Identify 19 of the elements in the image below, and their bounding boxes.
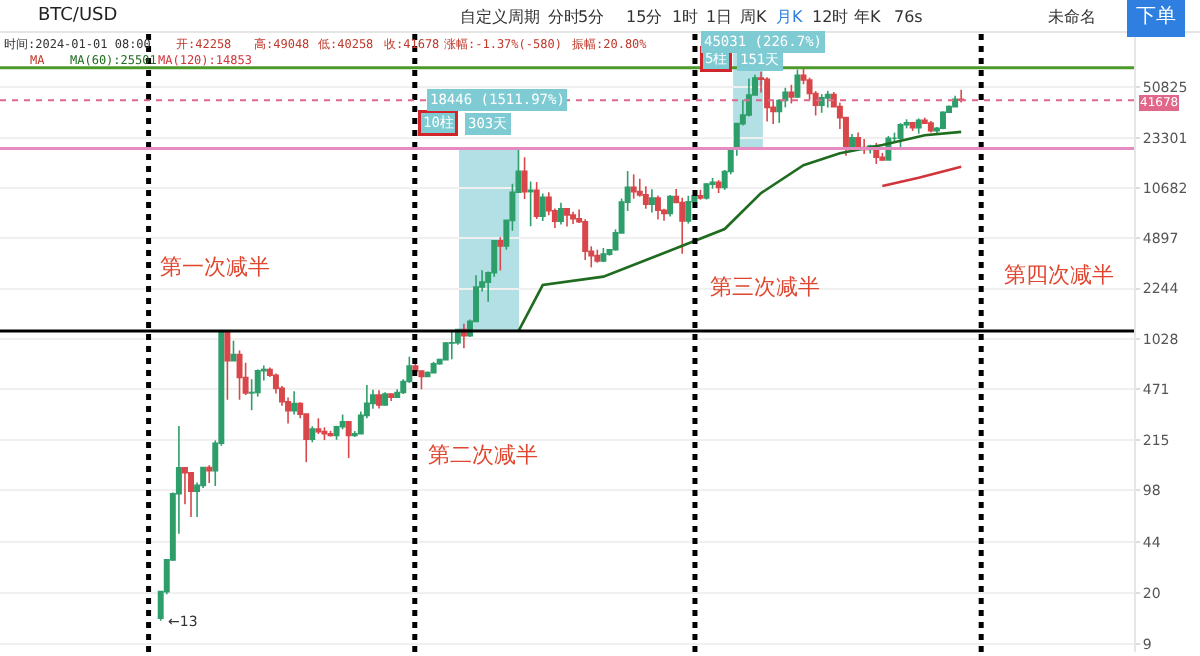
text: 年K [854,8,882,26]
annotation: 第一次减半 [160,254,270,280]
annotation: 第二次减半 [428,442,538,468]
text: 分时 [548,8,580,26]
text: 周K [740,8,768,26]
annotation: 第三次减半 [710,274,820,300]
text: 5分 [578,8,605,26]
text: 1时 [672,8,699,26]
text: 15分 [626,8,663,26]
text: 76s [894,8,923,26]
text: 下单 [1136,4,1176,28]
text: BTC/USD [38,6,118,26]
text: 月K [776,8,804,26]
annotation: 第四次减半 [1004,262,1114,288]
text: 未命名 [1048,8,1096,26]
text: 12时 [812,8,849,26]
text: 自定义周期 [460,8,540,26]
text: 1日 [706,8,733,26]
line-series [517,130,963,333]
